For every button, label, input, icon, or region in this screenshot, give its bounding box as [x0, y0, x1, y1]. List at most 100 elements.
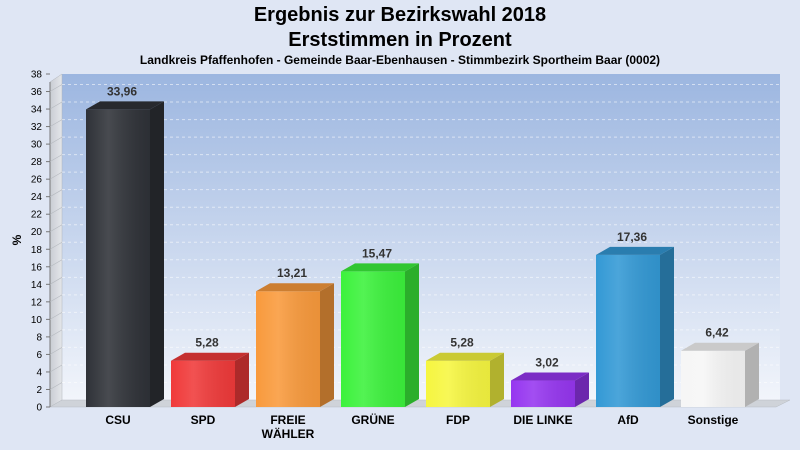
y-tick-label: 28 [31, 157, 43, 168]
grid-line-side [49, 242, 63, 250]
grid-line-side [49, 312, 63, 320]
bar-top [511, 372, 589, 381]
bars [86, 101, 759, 407]
x-tick-label: Sonstige [688, 413, 739, 427]
chart-subtitle: Erststimmen in Prozent [288, 29, 512, 51]
y-tick-label: 18 [31, 245, 43, 256]
value-label: 33,96 [107, 84, 137, 98]
value-labels: 33,96 5,28 13,21 15,47 5,28 3,02 17,36 6,42 [107, 84, 729, 369]
bar-gloss [681, 350, 745, 407]
y-axis-label: % [10, 234, 24, 245]
grid-line-side [49, 206, 63, 215]
x-tick-label: FDP [446, 413, 470, 427]
bar-afd [596, 246, 674, 407]
bar-gloss [426, 360, 490, 407]
y-tick-label: 16 [31, 262, 43, 273]
bar-top [341, 263, 419, 272]
grid-line-side [49, 154, 63, 162]
bar-side [405, 263, 419, 407]
grid-line-side [49, 224, 63, 232]
bar-top [596, 246, 674, 255]
bar-freie-wähler [256, 283, 334, 407]
grid-line-side [49, 101, 63, 110]
bar-top [681, 342, 759, 351]
x-tick-label: GRÜNE [351, 412, 394, 427]
bar-gloss [341, 271, 405, 407]
bar-side [575, 372, 589, 407]
value-label: 13,21 [277, 266, 307, 280]
y-tick-label: 6 [36, 350, 42, 361]
y-tick-label: 20 [31, 227, 43, 238]
bar-sonstige [681, 342, 759, 407]
y-tick-label: 32 [31, 122, 43, 133]
bar-gloss [256, 291, 320, 407]
value-label: 5,28 [195, 336, 219, 350]
bar-side [660, 246, 674, 407]
y-tick-label: 14 [31, 280, 43, 291]
grid-line-side [49, 259, 63, 268]
y-tick-label: 22 [31, 210, 43, 221]
grid-line-side [49, 382, 63, 390]
bar-top [426, 352, 504, 361]
y-tick-label: 10 [31, 315, 43, 326]
y-tick-label: 34 [31, 105, 43, 116]
bar-grüne [341, 263, 419, 407]
x-tick-label: CSU [105, 413, 130, 427]
value-label: 15,47 [362, 246, 392, 260]
y-tick-label: 2 [36, 385, 42, 396]
bar-side [235, 352, 249, 407]
bar-top [171, 352, 249, 361]
bar-gloss [86, 109, 150, 407]
bar-gloss [171, 360, 235, 407]
bar-side [320, 283, 334, 407]
y-tick-label: 30 [31, 140, 43, 151]
bar-side [490, 352, 504, 407]
x-tick-label: AfD [617, 413, 639, 427]
value-label: 3,02 [535, 356, 559, 370]
y-tick-label: 24 [31, 192, 43, 203]
bar-side [745, 342, 759, 407]
x-tick-label: DIE LINKE [513, 413, 572, 427]
x-tick-label: WÄHLER [262, 426, 315, 441]
y-tick-label: 4 [36, 367, 42, 378]
grid-line-side [49, 277, 63, 285]
x-tick-label: SPD [191, 413, 216, 427]
x-tick-label: FREIE [270, 413, 305, 427]
grid-lines [49, 84, 780, 390]
grid-line-side [49, 136, 63, 145]
chart-title: Ergebnis zur Bezirkswahl 2018 [253, 4, 547, 26]
y-tick-label: 38 [31, 70, 43, 81]
side-wall [49, 73, 63, 408]
bar-spd [171, 352, 249, 407]
bar-top [256, 283, 334, 292]
bar-fdp [426, 352, 504, 407]
bar-csu [86, 101, 164, 407]
bar-gloss [511, 380, 575, 407]
value-label: 17,36 [617, 230, 647, 244]
y-tick-label: 0 [36, 403, 42, 414]
chart-description: Landkreis Pfaffenhofen - Gemeinde Baar-E… [139, 53, 661, 67]
grid-line-side [49, 171, 63, 180]
grid-line-side [49, 364, 63, 373]
grid-line-side [49, 84, 63, 92]
y-tick-label: 8 [36, 332, 42, 343]
y-tick-label: 12 [31, 297, 43, 308]
bar-top [86, 101, 164, 110]
grid-line-side [49, 294, 63, 303]
bar-side [150, 101, 164, 407]
grid-line-side [49, 119, 63, 127]
value-label: 5,28 [450, 336, 474, 350]
y-tick-label: 36 [31, 87, 43, 98]
bar-die-linke [511, 372, 589, 407]
floor [49, 399, 791, 408]
value-label: 6,42 [705, 326, 729, 340]
grid-line-side [49, 329, 63, 338]
grid-line-side [49, 189, 63, 197]
y-tick-label: 26 [31, 175, 43, 186]
bar-gloss [596, 254, 660, 407]
grid-line-side [49, 347, 63, 355]
